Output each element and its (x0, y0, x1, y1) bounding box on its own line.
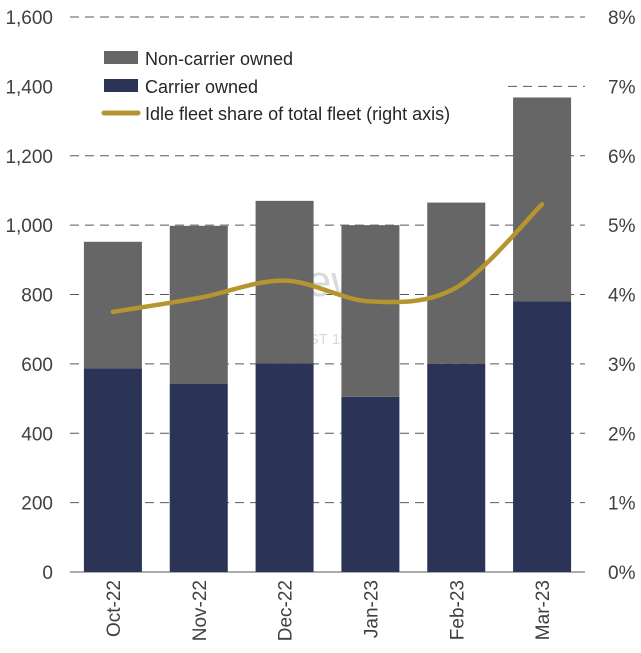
y-right-tick-label: 2% (608, 424, 636, 445)
legend: Non-carrier owned Carrier owned Idle fle… (101, 49, 450, 124)
bar-carrier-owned-jan-23 (341, 396, 400, 572)
y-left-tick-label: 1,000 (5, 216, 53, 237)
bar-non-carrier-owned-feb-23 (427, 202, 486, 364)
bar-non-carrier-owned-nov-22 (169, 225, 228, 384)
x-tick-label: Nov-22 (190, 580, 211, 641)
legend-label-carrier: Carrier owned (145, 77, 258, 97)
bar-carrier-owned-dec-22 (255, 363, 314, 572)
y-right-tick-label: 4% (608, 286, 636, 307)
bar-carrier-owned-oct-22 (83, 368, 142, 572)
x-axis-labels: Oct-22 Nov-22 Dec-22 Jan-23 Feb-23 Mar-23 (104, 580, 554, 641)
y-left-tick-label: 200 (21, 494, 53, 515)
idle-share-line-path (110, 202, 545, 315)
bar-carrier-owned-mar-23 (513, 301, 572, 572)
y-left-tick-label: 1,400 (5, 77, 53, 98)
x-tick-label: Feb-23 (447, 580, 468, 640)
bar-non-carrier-owned-mar-23 (513, 97, 572, 302)
y-left-tick-label: 1,200 (5, 147, 53, 168)
y-right-tick-label: 5% (608, 216, 636, 237)
idle-share-line (110, 202, 545, 315)
y-left-tick-label: 600 (21, 355, 53, 376)
bars (83, 97, 572, 572)
bar-carrier-owned-nov-22 (169, 383, 228, 572)
x-tick-label: Jan-23 (361, 580, 382, 638)
y-right-tick-label: 7% (608, 77, 636, 98)
legend-swatch-carrier (104, 79, 138, 92)
y-left-tick-label: 0 (42, 563, 53, 584)
y-right-tick-label: 8% (608, 8, 636, 29)
x-tick-label: Mar-23 (533, 580, 554, 640)
right-axis-ticks: 0% 1% 2% 3% 4% 5% 6% 7% 8% (608, 8, 636, 584)
gridlines (70, 16, 585, 573)
y-right-tick-label: 1% (608, 494, 636, 515)
y-left-tick-label: 1,600 (5, 8, 53, 29)
y-right-tick-label: 0% (608, 563, 636, 584)
legend-label-non-carrier: Non-carrier owned (145, 49, 293, 69)
y-right-tick-label: 6% (608, 147, 636, 168)
left-axis-ticks: 0 200 400 600 800 1,000 1,200 1,400 1,600 (5, 8, 53, 584)
y-right-tick-label: 3% (608, 355, 636, 376)
legend-label-idle-share: Idle fleet share of total fleet (right a… (145, 104, 450, 124)
y-left-tick-label: 400 (21, 424, 53, 445)
bar-non-carrier-owned-oct-22 (83, 241, 142, 369)
bar-non-carrier-owned-jan-23 (341, 225, 400, 397)
x-tick-label: Oct-22 (104, 580, 125, 637)
y-left-tick-label: 800 (21, 286, 53, 307)
bar-carrier-owned-feb-23 (427, 363, 486, 572)
legend-swatch-non-carrier (104, 51, 138, 64)
x-tick-label: Dec-22 (276, 580, 297, 641)
